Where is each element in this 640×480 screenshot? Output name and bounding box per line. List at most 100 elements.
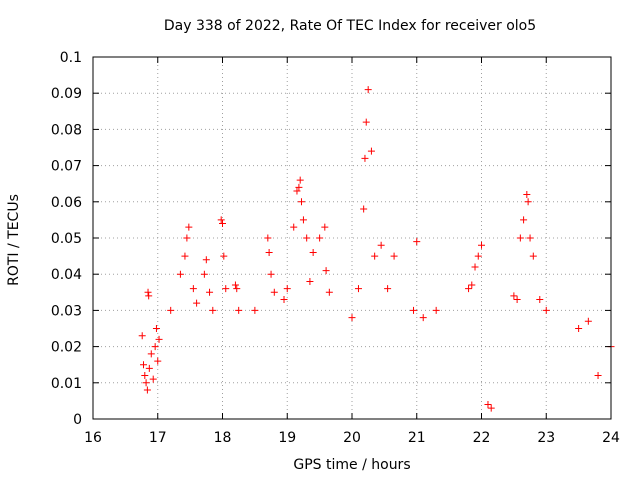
data-point <box>316 234 324 242</box>
data-point <box>536 296 544 304</box>
data-point <box>303 234 311 242</box>
data-point <box>145 292 153 300</box>
data-point <box>181 252 189 260</box>
data-point <box>584 317 592 325</box>
data-point <box>384 285 392 293</box>
data-point <box>147 350 155 358</box>
data-point <box>154 357 162 365</box>
data-point <box>413 238 421 246</box>
y-tick-label: 0.1 <box>60 50 82 66</box>
data-point <box>167 306 175 314</box>
data-point <box>290 223 298 231</box>
y-tick-label: 0.04 <box>51 267 82 283</box>
data-point <box>322 267 330 275</box>
data-point <box>189 285 197 293</box>
data-point <box>209 306 217 314</box>
data-point <box>478 241 485 249</box>
data-point <box>152 325 160 332</box>
data-point <box>149 375 157 383</box>
data-point <box>575 325 583 332</box>
data-point <box>513 296 521 304</box>
data-point <box>465 285 473 293</box>
y-tick-label: 0.02 <box>51 340 82 356</box>
data-point <box>354 285 362 293</box>
data-point <box>220 252 228 260</box>
data-point <box>231 281 239 289</box>
data-point <box>362 118 370 126</box>
data-point <box>523 191 531 199</box>
data-point <box>510 292 518 300</box>
data-point <box>432 306 440 314</box>
data-point <box>321 223 329 231</box>
data-point <box>270 288 278 296</box>
x-tick-label: 19 <box>278 430 296 446</box>
data-point <box>295 183 303 191</box>
x-tick-label: 22 <box>473 430 491 446</box>
data-point <box>542 306 550 314</box>
data-point <box>487 404 495 412</box>
y-tick-label: 0.03 <box>51 303 82 319</box>
data-point <box>264 234 272 242</box>
data-point <box>185 223 193 231</box>
y-tick-label: 0.08 <box>51 122 82 138</box>
data-point <box>280 296 288 304</box>
data-point <box>176 270 184 278</box>
data-point <box>141 372 149 380</box>
data-point <box>144 288 152 296</box>
grid <box>93 57 611 419</box>
data-point <box>206 288 214 296</box>
data-point <box>217 216 225 224</box>
data-point <box>361 154 369 162</box>
data-point <box>283 285 291 293</box>
x-axis-label: GPS time / hours <box>293 457 411 473</box>
data-point <box>233 285 241 293</box>
data-point <box>520 216 528 224</box>
data-point <box>484 401 492 409</box>
x-tick-label: 24 <box>602 430 620 446</box>
data-point <box>468 281 476 289</box>
y-tick-label: 0.09 <box>51 86 82 102</box>
y-tick-label: 0.01 <box>51 376 82 392</box>
data-point <box>410 306 418 314</box>
data-point <box>348 314 356 322</box>
data-point <box>594 372 602 380</box>
data-point <box>138 332 146 340</box>
data-point <box>364 86 372 94</box>
data-point <box>377 241 385 249</box>
data-point <box>151 343 159 351</box>
data-point <box>297 198 305 206</box>
data-point <box>516 234 524 242</box>
data-point <box>145 364 153 372</box>
data-point <box>235 306 243 314</box>
y-tick-label: 0.06 <box>51 195 82 211</box>
x-tick-label: 17 <box>149 430 167 446</box>
data-point <box>367 147 375 155</box>
data-point <box>183 234 191 242</box>
x-tick-label: 21 <box>408 430 426 446</box>
chart-title: Day 338 of 2022, Rate Of TEC Index for r… <box>163 18 537 34</box>
data-points <box>138 86 615 412</box>
data-point <box>142 379 150 387</box>
data-point <box>293 187 301 195</box>
data-point <box>193 299 201 307</box>
x-tick-label: 23 <box>537 430 555 446</box>
data-point <box>265 248 273 256</box>
data-point <box>526 234 534 242</box>
data-point <box>390 252 398 260</box>
x-tick-label: 18 <box>214 430 232 446</box>
data-point <box>309 248 317 256</box>
data-point <box>529 252 537 260</box>
data-point <box>524 198 532 206</box>
data-point <box>202 256 210 264</box>
data-point <box>143 386 151 394</box>
data-point <box>360 205 368 213</box>
y-tick-label: 0.07 <box>51 159 82 175</box>
data-point <box>251 306 259 314</box>
data-point <box>140 361 148 369</box>
data-point <box>371 252 379 260</box>
data-point <box>267 270 275 278</box>
data-point <box>474 252 482 260</box>
y-tick-label: 0 <box>73 412 82 428</box>
x-tick-label: 20 <box>343 430 361 446</box>
